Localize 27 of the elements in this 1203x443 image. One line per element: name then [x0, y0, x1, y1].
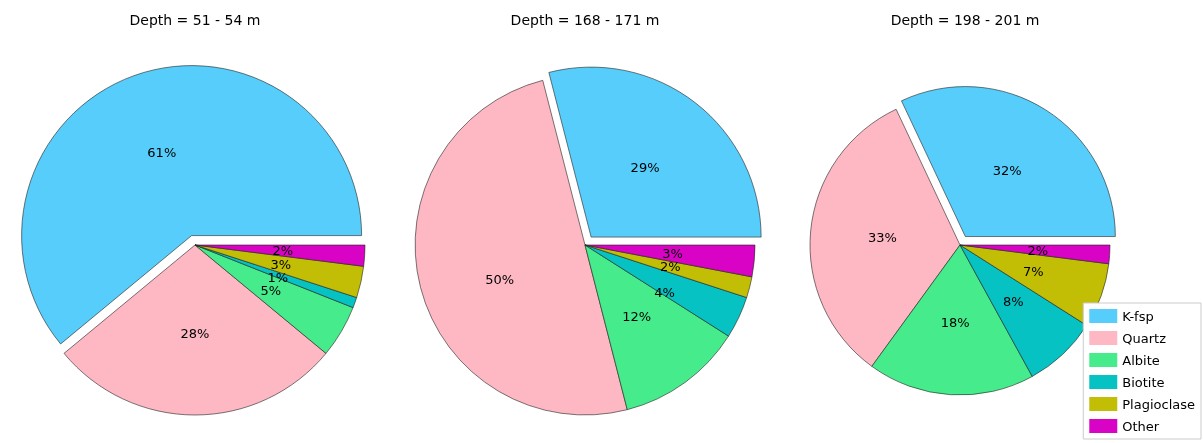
data-label: 29% [630, 160, 660, 176]
data-label: 18% [940, 315, 970, 331]
legend-label: K-fsp [1122, 308, 1154, 324]
chart-title: Depth = 51 - 54 m [129, 12, 261, 28]
legend-label: Biotite [1122, 374, 1165, 390]
legend-label: Quartz [1122, 330, 1167, 346]
data-label: 2% [1027, 243, 1049, 259]
data-label: 61% [147, 145, 177, 161]
chart-title: Depth = 198 - 201 m [890, 12, 1040, 28]
data-label: 2% [659, 259, 681, 275]
data-label: 50% [485, 272, 515, 288]
data-label: 32% [992, 163, 1022, 179]
data-label: 28% [180, 325, 210, 341]
data-label: 2% [272, 243, 294, 259]
legend-label: Albite [1122, 352, 1160, 368]
data-label: 12% [622, 308, 652, 324]
chart-title: Depth = 168 - 171 m [510, 12, 660, 28]
data-label: 8% [1003, 294, 1024, 310]
data-label: 3% [270, 256, 292, 272]
data-label: 4% [654, 285, 675, 301]
data-label: 1% [267, 269, 289, 285]
data-label: 7% [1023, 263, 1044, 279]
legend-label: Plagioclase [1122, 396, 1195, 412]
legend-label: Other [1122, 418, 1160, 434]
data-label: 33% [867, 230, 897, 246]
data-label: 5% [260, 282, 282, 298]
data-label: 3% [662, 245, 683, 261]
